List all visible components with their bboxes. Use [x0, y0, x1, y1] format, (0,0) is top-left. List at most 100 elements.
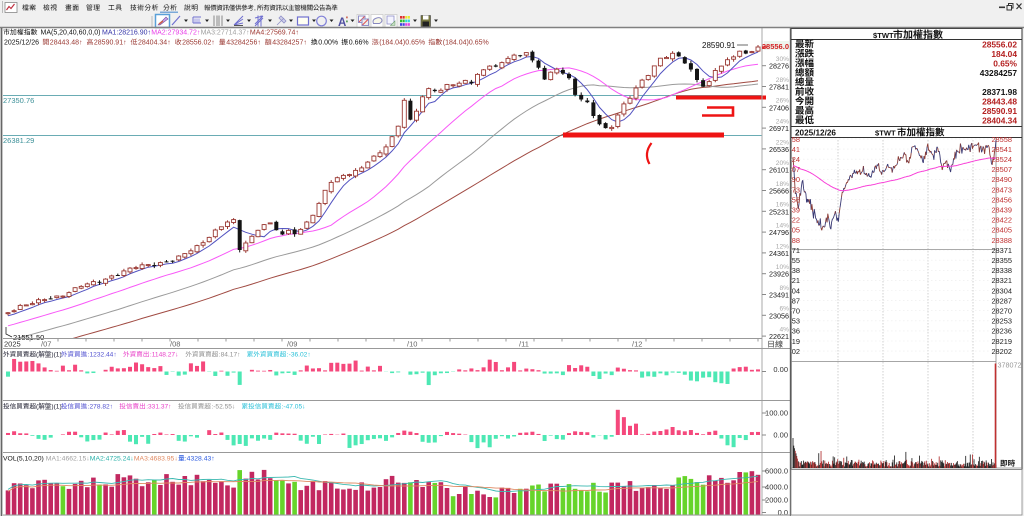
svg-text:26381.29: 26381.29 [3, 136, 34, 145]
svg-text:100.00: 100.00 [765, 409, 788, 418]
svg-text:6000.0: 6000.0 [765, 467, 788, 476]
svg-text:53: 53 [792, 317, 800, 326]
svg-text:$TWT: $TWT [875, 129, 896, 138]
svg-text:(184.04)0.65%: (184.04)0.65% [443, 40, 489, 47]
svg-text:30%: 30% [776, 56, 789, 63]
svg-text:(解盤)(1): (解盤)(1) [36, 402, 62, 411]
svg-text:24796: 24796 [769, 228, 789, 237]
svg-text:28422: 28422 [991, 216, 1012, 225]
svg-text:43284256↑: 43284256↑ [226, 40, 261, 47]
svg-text:28456: 28456 [991, 195, 1012, 204]
svg-text:28507: 28507 [991, 165, 1012, 174]
svg-text:28276: 28276 [769, 62, 789, 71]
svg-text:0.00: 0.00 [773, 431, 788, 440]
svg-text:$TWT: $TWT [873, 31, 894, 40]
svg-text:28253: 28253 [991, 317, 1012, 326]
svg-text::331.37↑: :331.37↑ [146, 404, 171, 411]
svg-text:/07: /07 [41, 340, 51, 349]
svg-text:184.04: 184.04 [991, 49, 1017, 59]
svg-text:MA2:27934.72↑: MA2:27934.72↑ [151, 30, 200, 37]
svg-text::-52.55↓: :-52.55↓ [211, 404, 235, 411]
svg-text:(184.04)0.65%: (184.04)0.65% [379, 40, 425, 47]
svg-text:6%: 6% [779, 306, 789, 313]
svg-text:/11: /11 [519, 340, 529, 349]
svg-text:27350.76: 27350.76 [3, 96, 34, 105]
svg-text:28558: 28558 [991, 135, 1012, 144]
svg-text:0.0: 0.0 [778, 508, 788, 516]
svg-text:23056: 23056 [769, 311, 789, 320]
svg-text:28270: 28270 [991, 307, 1012, 316]
svg-text:19: 19 [792, 337, 800, 346]
svg-text:28405: 28405 [991, 226, 1012, 235]
svg-text:28556.02↑: 28556.02↑ [182, 40, 215, 47]
svg-text:2025/12/26: 2025/12/26 [795, 129, 836, 138]
svg-text:28404.34: 28404.34 [982, 115, 1017, 125]
svg-text:0.00: 0.00 [773, 365, 788, 374]
svg-text:2025: 2025 [4, 340, 21, 349]
svg-text:28439: 28439 [991, 206, 1012, 215]
svg-text:28443.48↑: 28443.48↑ [50, 40, 83, 47]
svg-text::1148.27↓: :1148.27↓ [150, 352, 178, 359]
svg-text:A: A [338, 17, 346, 29]
svg-text:16%: 16% [776, 202, 789, 209]
svg-text:0.00%: 0.00% [318, 40, 338, 47]
svg-text:27841: 27841 [769, 83, 789, 92]
svg-text:36: 36 [792, 327, 800, 336]
svg-text:0.65%: 0.65% [993, 58, 1017, 68]
svg-text:28%: 28% [776, 77, 789, 84]
svg-text:378072: 378072 [998, 361, 1022, 370]
svg-text:28590.91: 28590.91 [982, 106, 1017, 116]
svg-text:28490: 28490 [991, 175, 1012, 184]
svg-text:28590.91↑: 28590.91↑ [94, 40, 127, 47]
svg-text:MA3:4683.95↓: MA3:4683.95↓ [134, 456, 178, 463]
svg-text:24361: 24361 [769, 249, 789, 258]
svg-text:MA3:27714.37↑: MA3:27714.37↑ [201, 30, 250, 37]
svg-text:38: 38 [792, 266, 800, 275]
svg-text:4000.0: 4000.0 [765, 483, 788, 492]
svg-text:56: 56 [792, 195, 800, 204]
svg-text::278.82↑: :278.82↑ [88, 404, 113, 411]
svg-text:28590.91: 28590.91 [702, 41, 736, 50]
svg-text::-36.02↑: :-36.02↑ [287, 352, 311, 359]
svg-text:(解盤)(1): (解盤)(1) [36, 350, 62, 359]
svg-text:8%: 8% [779, 285, 789, 292]
svg-text:02: 02 [792, 347, 800, 356]
svg-text:25231: 25231 [769, 207, 789, 216]
svg-text::-47.05↓: :-47.05↓ [282, 404, 306, 411]
svg-text:MA2:4725.24↓: MA2:4725.24↓ [90, 456, 134, 463]
svg-text:28556.02: 28556.02 [982, 39, 1017, 49]
svg-text:2025/12/26: 2025/12/26 [4, 40, 39, 47]
svg-text:25666: 25666 [769, 187, 789, 196]
svg-text:4%: 4% [779, 327, 789, 334]
svg-text:MA4:27569.74↑: MA4:27569.74↑ [250, 30, 299, 37]
svg-text:28338: 28338 [991, 266, 1012, 275]
svg-text:71: 71 [792, 246, 800, 255]
svg-text:07: 07 [792, 165, 800, 174]
svg-text:MA1:4662.15↓: MA1:4662.15↓ [46, 456, 90, 463]
svg-text:28202: 28202 [991, 347, 1012, 356]
svg-text:26%: 26% [776, 98, 789, 105]
svg-text:22: 22 [792, 216, 800, 225]
svg-text:MA(5,20,40,60,0,0): MA(5,20,40,60,0,0) [41, 30, 101, 37]
svg-text:,: , [254, 5, 256, 12]
svg-text:18%: 18% [776, 181, 789, 188]
svg-text:22621: 22621 [769, 332, 789, 341]
svg-text:22%: 22% [776, 139, 789, 146]
svg-text::4328.43↑: :4328.43↑ [185, 456, 215, 463]
svg-text:28388: 28388 [991, 236, 1012, 245]
svg-text:26536: 26536 [769, 145, 789, 154]
svg-text:/12: /12 [632, 340, 642, 349]
svg-text:12%: 12% [776, 243, 789, 250]
svg-text:/09: /09 [287, 340, 297, 349]
svg-text::1232.44↑: :1232.44↑ [88, 352, 117, 359]
svg-text:28524: 28524 [991, 155, 1012, 164]
svg-text:41: 41 [792, 145, 800, 154]
svg-text:05: 05 [792, 226, 800, 235]
svg-text:28287: 28287 [991, 296, 1012, 305]
svg-text:04: 04 [792, 286, 800, 295]
svg-text:21: 21 [792, 276, 800, 285]
svg-text:2000.0: 2000.0 [765, 496, 788, 505]
svg-text:43284257↑: 43284257↑ [272, 40, 307, 47]
svg-text:43284257: 43284257 [980, 68, 1018, 78]
svg-text:14%: 14% [776, 223, 789, 230]
